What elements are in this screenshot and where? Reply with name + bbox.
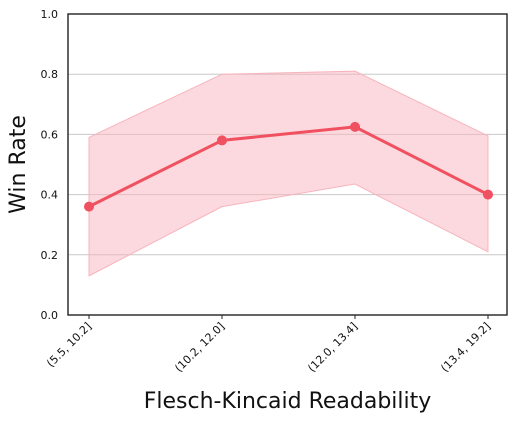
y-tick-label: 1.0 (41, 8, 59, 21)
data-point (350, 121, 360, 132)
y-tick-label: 0.6 (41, 128, 59, 141)
y-tick-labels: 0.0 0.2 0.4 0.6 0.8 1.0 (41, 8, 59, 322)
y-axis-title: Win Rate (6, 115, 31, 214)
y-tick-label: 0.8 (41, 68, 59, 81)
x-tick-label: (12.0, 13.4] (305, 320, 360, 375)
y-tick-label: 0.0 (41, 309, 59, 322)
data-point (84, 201, 94, 212)
confidence-band (88, 70, 489, 277)
x-tick-label: (10.2, 12.0] (172, 320, 227, 375)
x-tick-label: (13.4, 19.2] (438, 320, 493, 375)
series-line-layer (87, 125, 490, 209)
data-point-layer (84, 121, 493, 212)
data-point (483, 189, 493, 200)
series-line (87, 125, 490, 209)
x-tick-label: (5.5, 10.2] (44, 320, 94, 370)
y-tick-label: 0.2 (41, 249, 59, 262)
y-tick-label: 0.4 (41, 189, 59, 202)
plot-frame (67, 13, 508, 316)
confidence-band-layer (88, 70, 489, 277)
x-axis-title: Flesch-Kincaid Readability (144, 389, 432, 414)
x-tick-labels: (5.5, 10.2] (10.2, 12.0] (12.0, 13.4] (13.4… (44, 315, 493, 375)
data-point (217, 135, 227, 146)
